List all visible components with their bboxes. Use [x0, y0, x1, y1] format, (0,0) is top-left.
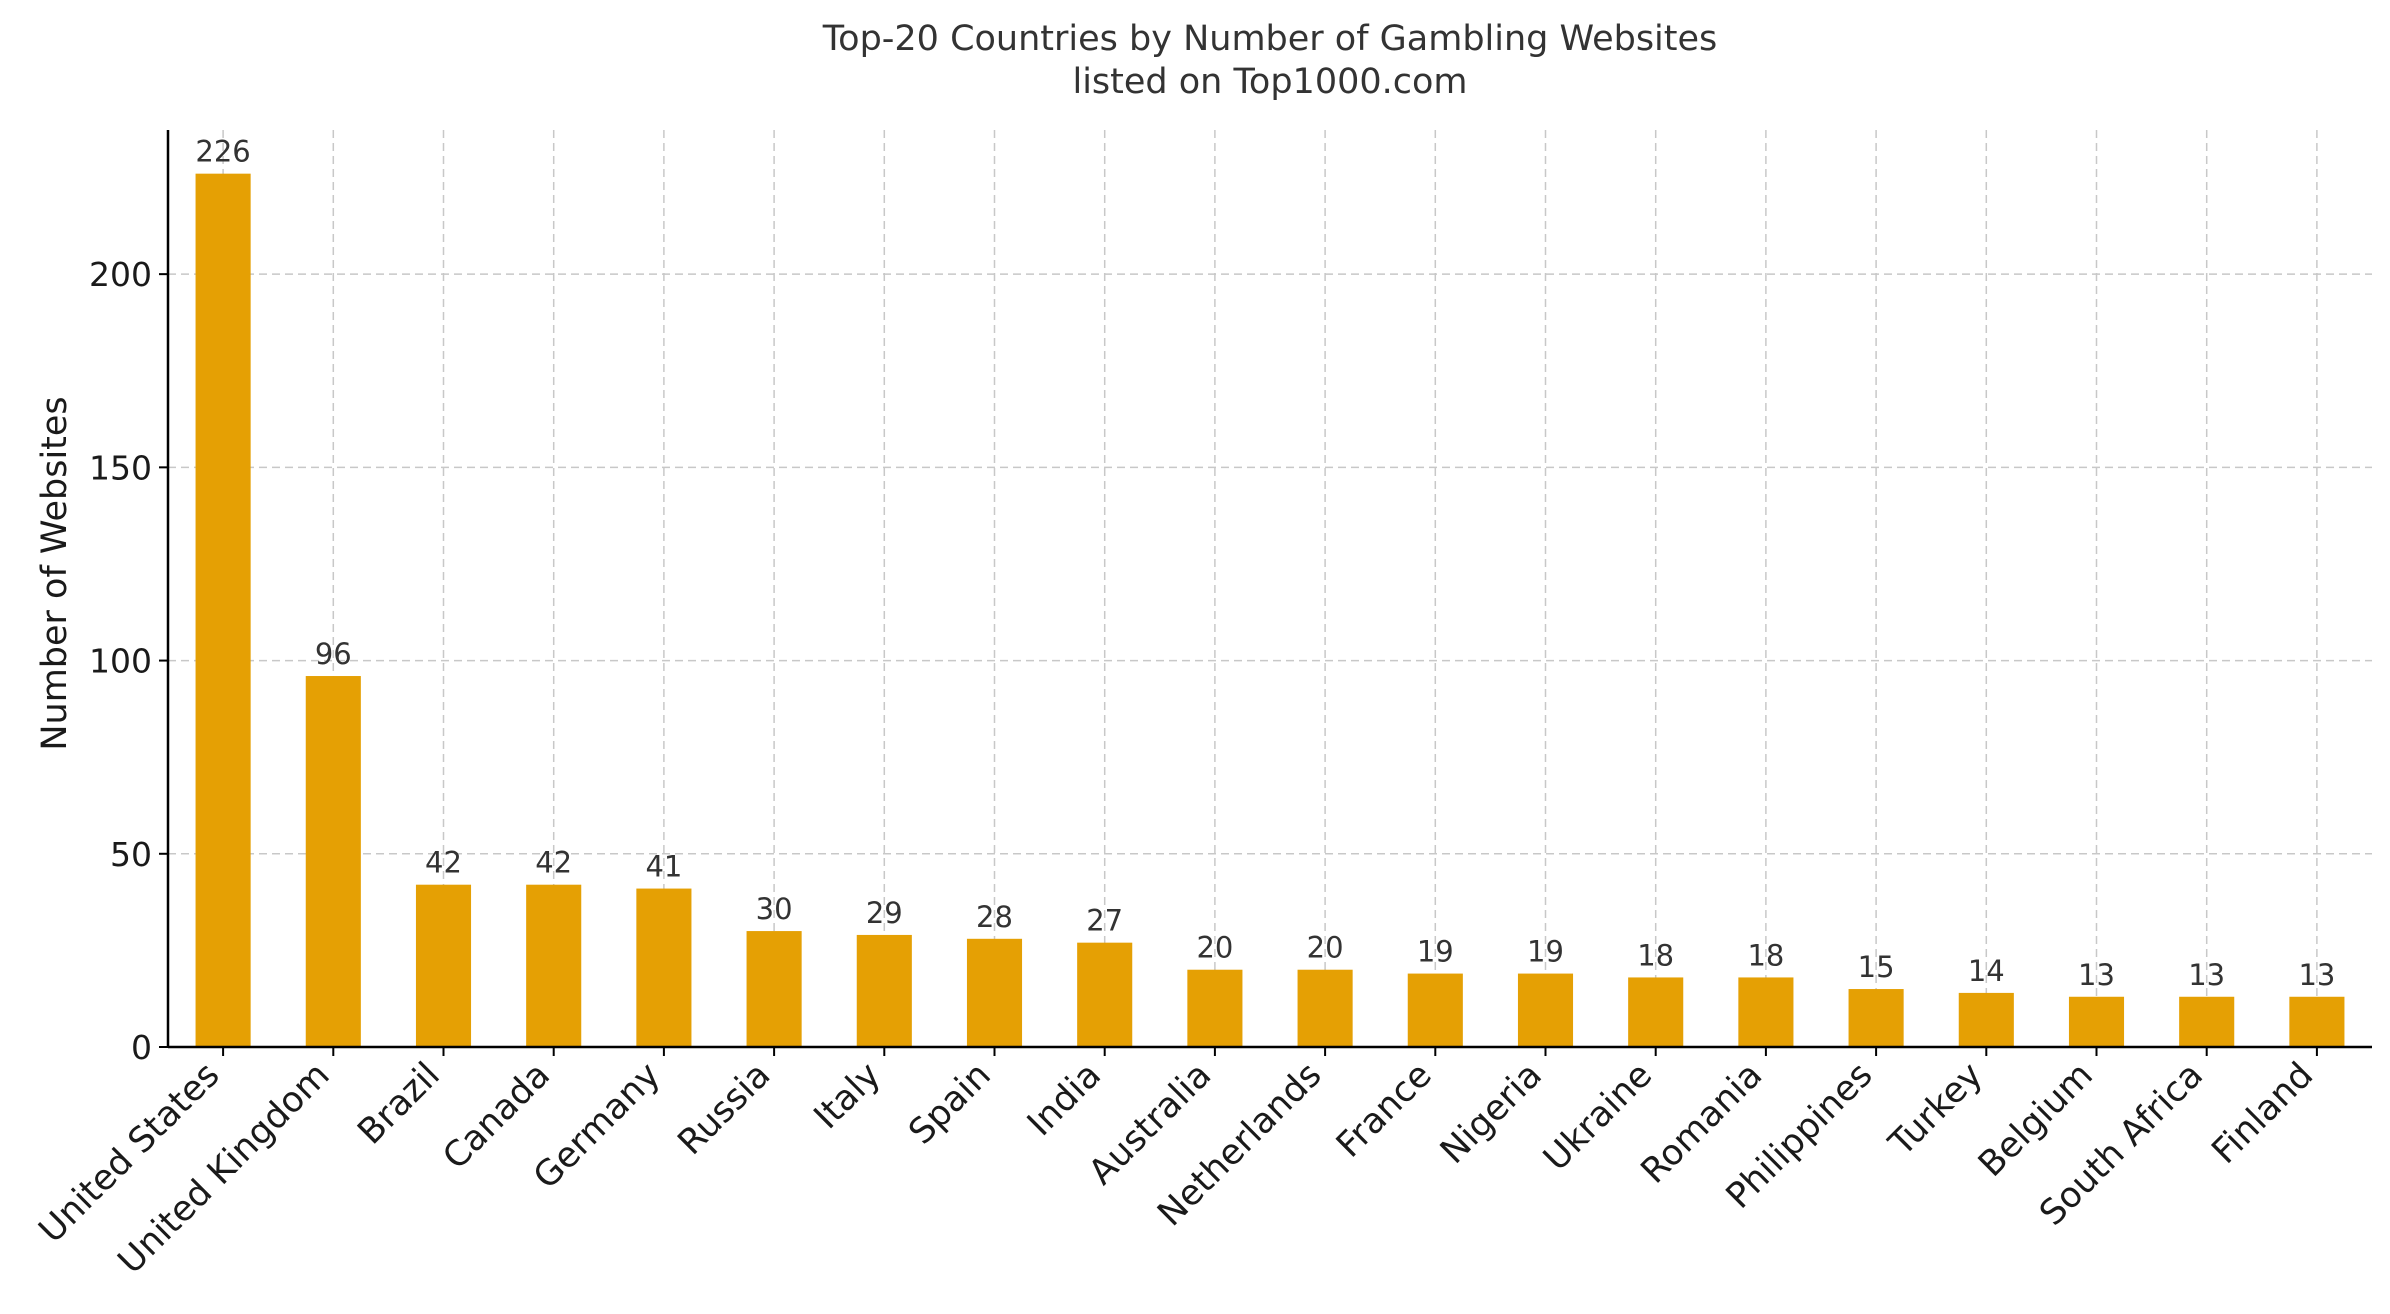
bar [746, 931, 802, 1047]
bar [1738, 977, 1794, 1047]
bar-value-label: 15 [1858, 950, 1895, 984]
bar-value-label: 13 [2078, 958, 2115, 992]
bar [195, 173, 251, 1047]
y-tick-label: 0 [131, 1028, 152, 1067]
x-tick-label: Brazil [351, 1055, 448, 1152]
bar [2289, 996, 2345, 1047]
y-tick-label: 150 [89, 448, 152, 487]
bar-value-label: 27 [1086, 904, 1123, 938]
x-tick-label: India [1020, 1055, 1109, 1144]
grid-lines [168, 130, 2372, 1047]
bar-value-label: 96 [315, 637, 352, 671]
bar-value-label: 42 [425, 846, 462, 880]
bar [1187, 969, 1243, 1047]
bar-value-label: 41 [645, 850, 682, 884]
bar [1077, 942, 1133, 1047]
bar-value-label: 14 [1968, 954, 2005, 988]
bar-value-label: 42 [535, 846, 572, 880]
bar [526, 884, 582, 1047]
chart-title: Top-20 Countries by Number of Gambling W… [822, 19, 1718, 59]
y-axis-label: Number of Websites [35, 396, 75, 750]
bar-value-label: 13 [2298, 958, 2335, 992]
x-tick-label: United Kingdom [111, 1055, 338, 1282]
bar-value-label: 30 [756, 892, 793, 926]
bar-value-label: 18 [1637, 938, 1674, 972]
x-tick-label: Italy [807, 1055, 889, 1137]
bar-value-label: 19 [1417, 935, 1454, 969]
bar-value-label: 20 [1196, 931, 1233, 965]
bar-value-label: 28 [976, 900, 1013, 934]
bar [856, 934, 912, 1047]
x-tick-label: Finland [2205, 1055, 2322, 1172]
bar [2179, 996, 2235, 1047]
x-tick-label: Nigeria [1433, 1055, 1550, 1172]
x-tick-label: Spain [901, 1055, 998, 1152]
bar [966, 938, 1023, 1047]
chart-subtitle: listed on Top1000.com [1072, 62, 1467, 102]
bar-value-label: 29 [866, 896, 903, 930]
y-tick-label: 100 [89, 642, 152, 681]
bar-value-label: 13 [2188, 958, 2225, 992]
bar [1407, 973, 1463, 1047]
bar [305, 676, 361, 1047]
bar-value-label: 18 [1747, 938, 1784, 972]
bar [415, 884, 472, 1047]
x-tick-label: France [1329, 1055, 1440, 1166]
bar [2068, 996, 2125, 1047]
bar [636, 888, 692, 1047]
bar [1958, 992, 2014, 1047]
x-tick-label: Turkey [1881, 1055, 1991, 1165]
axes [166, 130, 2372, 1049]
bar [1848, 989, 1904, 1047]
bar [1628, 977, 1684, 1047]
bar-value-label: 226 [195, 135, 250, 169]
bar [1297, 969, 1353, 1047]
bar-value-label: 19 [1527, 935, 1564, 969]
bar [1517, 973, 1574, 1047]
data-labels: 226 96 42 42 41 30 29 28 27 20 20 19 19 18 18 15 14 13 13 1… [195, 135, 2335, 992]
bars [195, 173, 2345, 1047]
x-tick-label: Russia [671, 1055, 779, 1163]
bar-value-label: 20 [1307, 931, 1344, 965]
y-tick-label: 200 [89, 255, 152, 294]
y-tick-label: 50 [110, 835, 152, 874]
chart-title-group: Top-20 Countries by Number of Gambling W… [822, 19, 1718, 102]
